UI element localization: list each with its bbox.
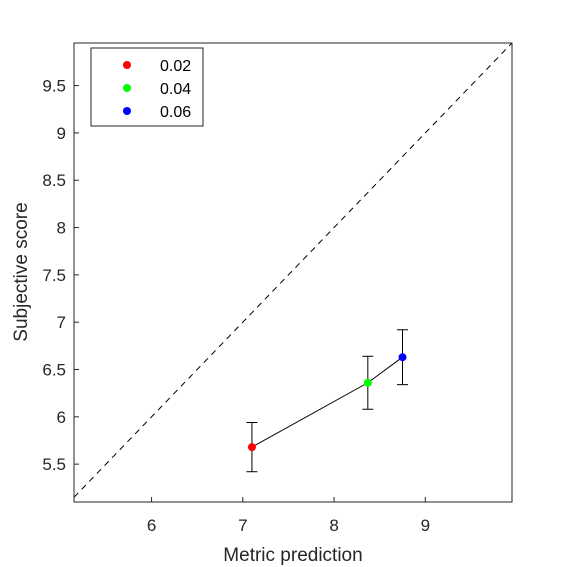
y-axis-label: Subjective score [11, 202, 32, 341]
x-axis-label: Metric prediction [223, 545, 362, 566]
data-point-0-06 [398, 353, 407, 362]
x-axis-ticks: 6 7 8 9 [147, 497, 430, 535]
plot-frame [73, 42, 513, 503]
data-layer [246, 329, 408, 473]
legend: 0.02 0.04 0.06 [90, 47, 204, 127]
x-tick-label: 7 [238, 516, 247, 535]
y-tick-label: 5.5 [42, 455, 66, 474]
y-tick-label: 6 [57, 408, 66, 427]
y-tick-label: 7.5 [42, 266, 66, 285]
legend-label: 0.04 [160, 81, 191, 98]
legend-marker [123, 84, 131, 92]
y-tick-label: 9.5 [42, 77, 66, 96]
x-tick-label: 8 [329, 516, 338, 535]
data-point-0-02 [247, 443, 256, 452]
x-tick-label: 9 [421, 516, 430, 535]
legend-marker [123, 107, 131, 115]
y-tick-label: 8.5 [42, 171, 66, 190]
y-axis-ticks: 5.5 6 6.5 7 7.5 8 8.5 9 9.5 [42, 77, 79, 474]
data-point-0-04 [363, 378, 372, 387]
legend-marker [123, 61, 131, 69]
y-tick-label: 8 [57, 219, 66, 238]
y-tick-label: 6.5 [42, 361, 66, 380]
y-tick-label: 7 [57, 313, 66, 332]
x-tick-label: 6 [147, 516, 156, 535]
legend-label: 0.06 [160, 104, 191, 121]
legend-box [90, 47, 204, 127]
y-tick-label: 9 [57, 124, 66, 143]
legend-label: 0.02 [160, 58, 191, 75]
